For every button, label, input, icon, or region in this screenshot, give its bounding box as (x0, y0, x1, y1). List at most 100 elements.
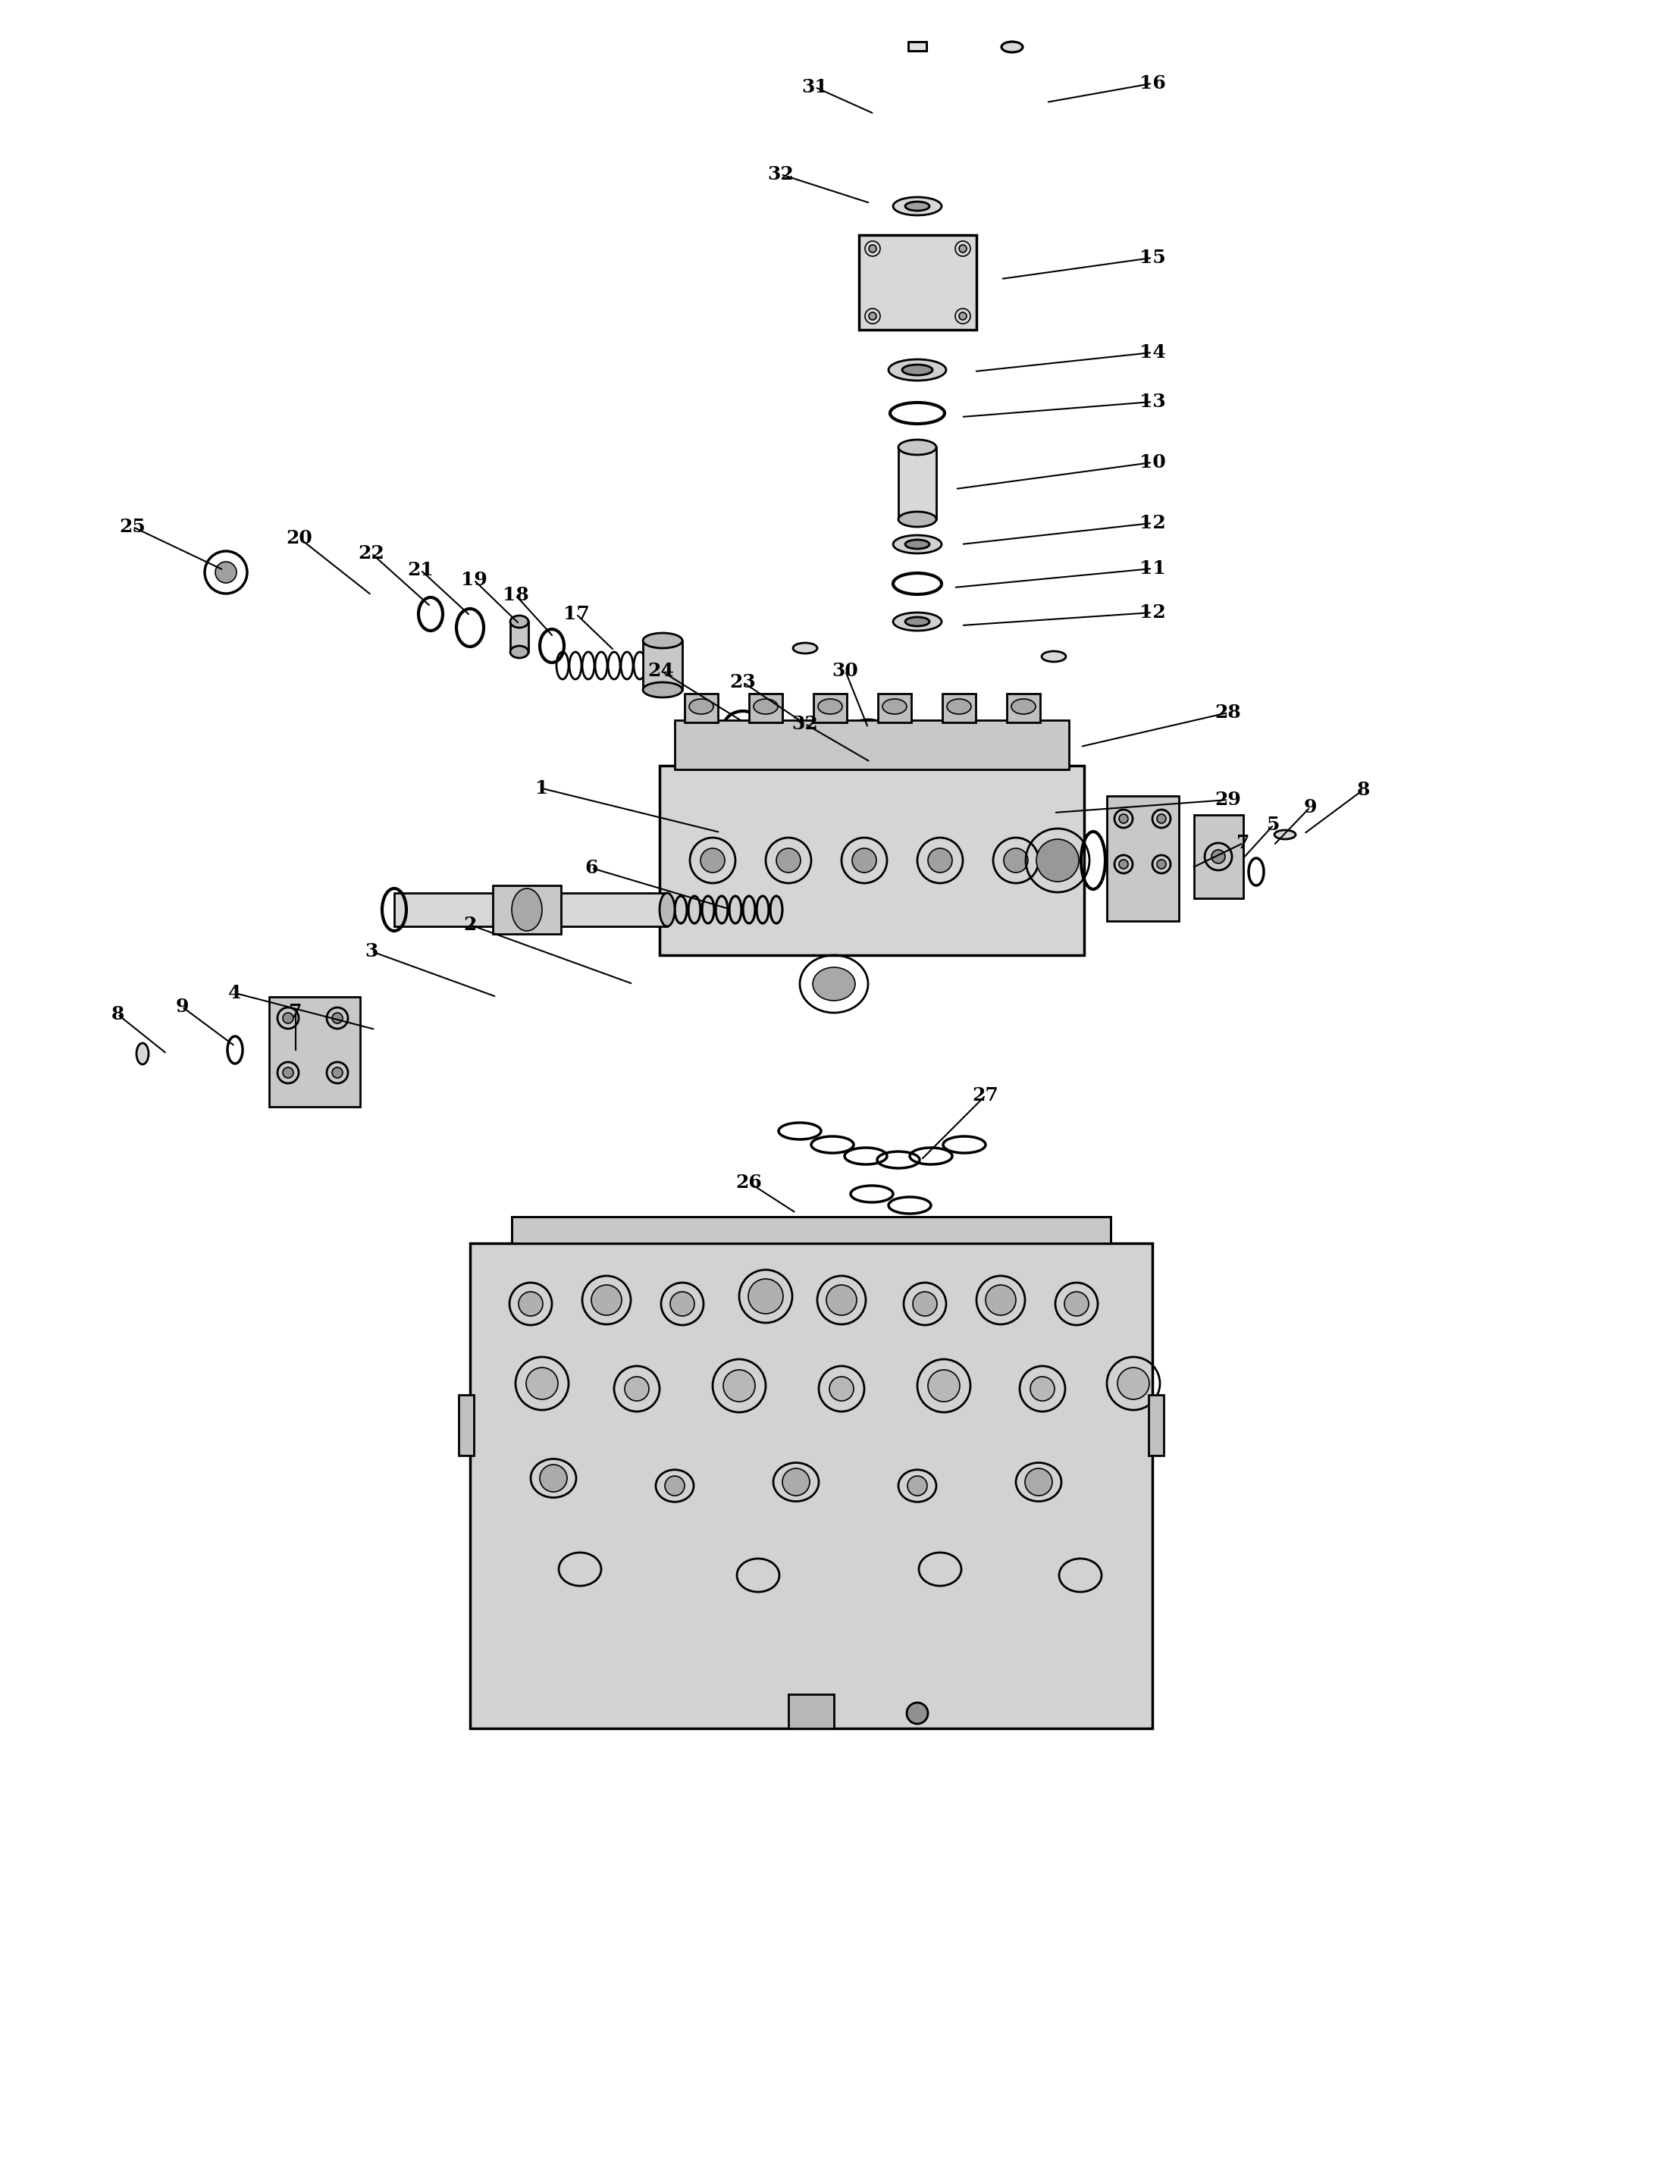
Circle shape (776, 847, 801, 874)
Text: 7: 7 (289, 1002, 302, 1022)
Bar (909, 41, 926, 50)
Text: 19: 19 (460, 570, 487, 590)
Ellipse shape (1011, 699, 1035, 714)
Bar (813, 695, 847, 723)
Text: 6: 6 (585, 858, 598, 878)
Circle shape (959, 245, 966, 253)
Text: 17: 17 (563, 605, 590, 622)
Text: 32: 32 (791, 714, 818, 734)
Bar (684, 695, 717, 723)
Ellipse shape (1035, 806, 1072, 821)
Circle shape (1119, 815, 1127, 823)
Bar (942, 695, 976, 723)
Text: 14: 14 (1139, 343, 1166, 363)
Bar (1149, 1396, 1164, 1455)
Bar (643, 640, 682, 690)
Ellipse shape (894, 612, 941, 631)
Text: 12: 12 (1139, 603, 1166, 622)
Circle shape (869, 312, 877, 319)
Ellipse shape (716, 895, 727, 924)
Circle shape (1158, 815, 1166, 823)
Ellipse shape (511, 616, 529, 627)
Ellipse shape (136, 1044, 148, 1064)
Ellipse shape (662, 895, 674, 924)
Bar (395, 893, 667, 926)
Circle shape (282, 1068, 294, 1079)
Bar (1194, 815, 1243, 898)
Circle shape (927, 847, 953, 874)
Ellipse shape (756, 895, 769, 924)
Ellipse shape (689, 895, 701, 924)
Text: 32: 32 (768, 166, 795, 183)
Text: 13: 13 (1139, 393, 1166, 411)
Text: 21: 21 (408, 561, 433, 579)
Circle shape (665, 1476, 684, 1496)
Text: 28: 28 (1215, 703, 1242, 721)
Ellipse shape (853, 719, 884, 734)
Text: 4: 4 (228, 985, 242, 1002)
Circle shape (907, 1704, 927, 1723)
Ellipse shape (862, 760, 879, 767)
Circle shape (625, 1376, 648, 1400)
Bar (1006, 695, 1040, 723)
Circle shape (783, 1468, 810, 1496)
Text: 9: 9 (175, 998, 188, 1016)
Text: 24: 24 (648, 662, 674, 679)
Bar (788, 1695, 833, 1728)
Circle shape (1119, 860, 1127, 869)
Text: 15: 15 (1139, 249, 1166, 266)
Ellipse shape (889, 360, 946, 380)
Ellipse shape (902, 365, 932, 376)
Text: 20: 20 (286, 529, 312, 548)
Ellipse shape (1042, 651, 1065, 662)
Circle shape (1117, 1367, 1149, 1400)
Ellipse shape (906, 539, 929, 548)
Text: 16: 16 (1139, 74, 1166, 92)
Text: 11: 11 (1139, 559, 1166, 577)
Circle shape (869, 245, 877, 253)
Text: 7: 7 (1236, 834, 1250, 852)
Circle shape (959, 312, 966, 319)
Circle shape (927, 1369, 959, 1402)
Ellipse shape (818, 699, 842, 714)
Ellipse shape (852, 758, 889, 771)
Ellipse shape (948, 699, 971, 714)
Ellipse shape (689, 699, 714, 714)
Ellipse shape (769, 895, 783, 924)
Circle shape (215, 561, 237, 583)
Text: 2: 2 (464, 915, 477, 935)
Text: 30: 30 (832, 662, 858, 679)
Ellipse shape (906, 618, 929, 627)
Bar (269, 996, 360, 1107)
Circle shape (519, 1291, 543, 1317)
Ellipse shape (882, 699, 907, 714)
Text: 23: 23 (729, 673, 756, 692)
Bar (909, 41, 926, 50)
Ellipse shape (894, 197, 941, 216)
Text: 10: 10 (1139, 454, 1166, 472)
Circle shape (986, 1284, 1016, 1315)
Ellipse shape (643, 633, 682, 649)
Bar (879, 695, 911, 723)
Bar (470, 1243, 1152, 1728)
Circle shape (670, 1291, 694, 1317)
Bar (512, 1216, 1110, 1243)
Bar (749, 695, 783, 723)
Ellipse shape (511, 646, 529, 657)
Ellipse shape (643, 681, 682, 697)
Bar (675, 721, 1068, 769)
Text: 9: 9 (1304, 797, 1317, 817)
Circle shape (852, 847, 877, 874)
Circle shape (830, 1376, 853, 1400)
Ellipse shape (899, 511, 936, 526)
Text: 25: 25 (119, 518, 146, 535)
Circle shape (526, 1367, 558, 1400)
Circle shape (1065, 1291, 1089, 1317)
Bar (660, 767, 1084, 954)
Circle shape (1158, 860, 1166, 869)
Bar (1107, 795, 1179, 922)
Text: 31: 31 (801, 79, 828, 96)
Ellipse shape (754, 699, 778, 714)
Circle shape (827, 1284, 857, 1315)
Ellipse shape (675, 895, 687, 924)
